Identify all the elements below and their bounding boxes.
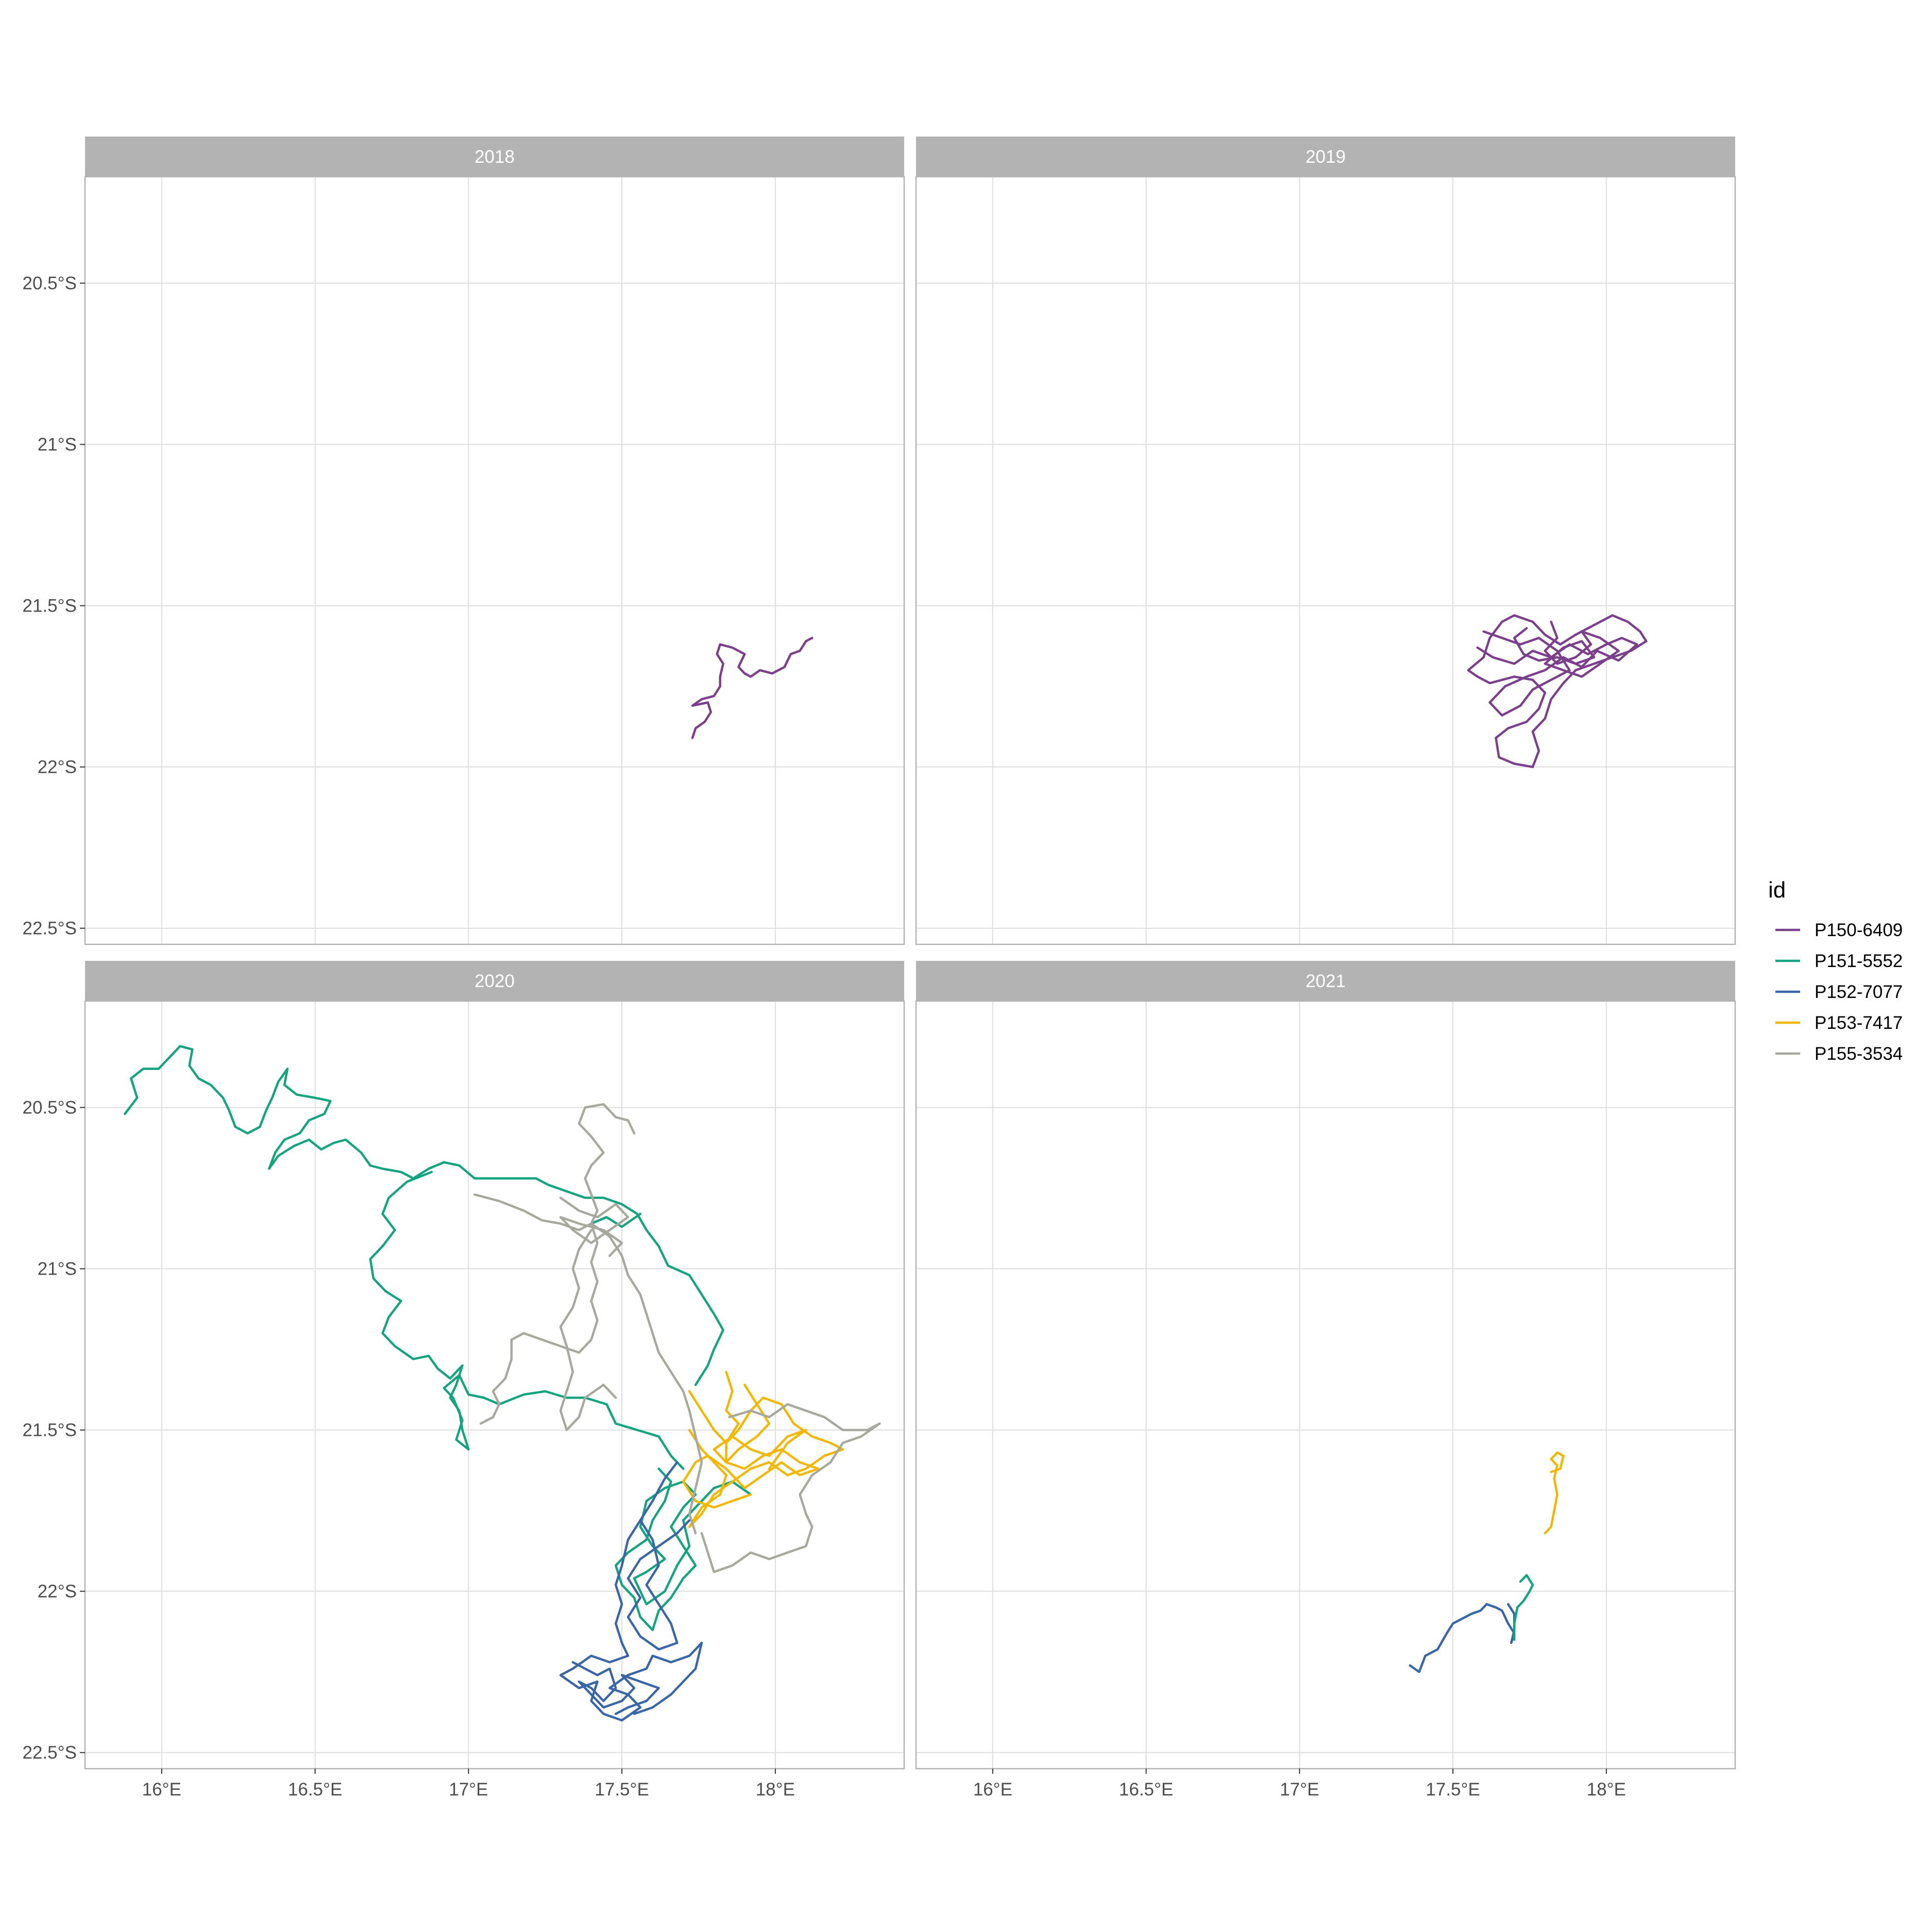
track-P155-3534	[473, 1103, 636, 1231]
x-axis-tick-label: 16.5°E	[1119, 1780, 1173, 1800]
track-P152-7077	[1409, 1603, 1516, 1673]
legend-label: P151-5552	[1815, 951, 1903, 971]
panel-background	[916, 177, 1735, 944]
legend-label: P155-3534	[1815, 1044, 1903, 1064]
x-axis-tick-label: 16°E	[973, 1780, 1012, 1800]
track-P155-3534	[559, 1196, 630, 1257]
x-axis-tick-label: 17°E	[1280, 1780, 1319, 1800]
panel-background	[916, 1001, 1735, 1769]
facet-panels: 2018 2019 2020 2021	[84, 137, 1736, 1770]
track-P151-5552	[590, 1212, 642, 1228]
legend-item-P152-7077: P152-7077	[1775, 982, 1903, 1002]
track-P151-5552	[369, 1171, 685, 1470]
y-axis-tick-label: 22°S	[38, 1582, 77, 1602]
facet-panel-2021: 2021	[915, 961, 1736, 1770]
panel-border	[915, 176, 1736, 945]
y-axis-tick-label: 21°S	[38, 435, 77, 455]
y-axis-tick-label: 22.5°S	[23, 919, 77, 939]
facet-strip-label: 2021	[1306, 971, 1346, 991]
legend-item-P155-3534: P155-3534	[1775, 1044, 1903, 1064]
legend-label: P152-7077	[1815, 982, 1903, 1002]
track-P153-7417	[682, 1370, 820, 1509]
x-axis-tick-label: 18°E	[756, 1780, 795, 1800]
facet-strip-label: 2018	[474, 147, 515, 167]
y-axis-tick-label: 20.5°S	[23, 1098, 77, 1118]
facet-strip	[916, 961, 1735, 1001]
panel-border	[84, 1000, 905, 1770]
panel-background	[85, 1001, 904, 1769]
track-P155-3534	[559, 1229, 617, 1431]
track-P155-3534	[479, 1222, 599, 1425]
legend-item-P153-7417: P153-7417	[1775, 1013, 1903, 1033]
track-P155-3534	[590, 1222, 703, 1535]
track-P153-7417	[713, 1383, 807, 1470]
facet-panel-2019: 2019	[915, 137, 1736, 945]
legend-item-P150-6409: P150-6409	[1775, 920, 1903, 940]
track-P150-6409	[1513, 620, 1620, 678]
y-axis-tick-label: 21.5°S	[23, 1420, 77, 1440]
y-axis-tick-label: 22°S	[38, 757, 77, 777]
track-P150-6409	[1467, 614, 1648, 768]
track-P151-5552	[124, 1045, 724, 1386]
y-axis-tick-label: 21°S	[38, 1259, 77, 1279]
track-P152-7077	[571, 1661, 660, 1715]
track-P150-6409	[691, 637, 814, 739]
track-P153-7417	[1544, 1451, 1565, 1535]
y-axis-tick-label: 21.5°S	[23, 596, 77, 616]
y-axis-tick-label: 20.5°S	[23, 274, 77, 294]
facet-strip	[85, 137, 904, 177]
panel-background	[85, 177, 904, 944]
track-P151-5552	[1513, 1574, 1534, 1641]
axes: 20.5°S 21°S 21.5°S 22°S 22.5°S 20.5°S 21°S 21.5…	[23, 274, 1626, 1800]
x-axis-tick-label: 16°E	[142, 1780, 181, 1800]
panel-border	[84, 176, 905, 945]
facet-strip-label: 2019	[1306, 147, 1346, 167]
facet-strip-label: 2020	[474, 971, 515, 991]
x-axis-tick-label: 17.5°E	[595, 1780, 649, 1800]
x-axis-tick-label: 16.5°E	[288, 1780, 342, 1800]
legend: id P150-6409 P151-5552 P152-7077 P153-7417 P…	[1768, 877, 1903, 1064]
legend-title: id	[1768, 877, 1786, 903]
track-P153-7417	[688, 1390, 844, 1528]
facet-strip	[85, 961, 904, 1001]
facet-panel-2018: 2018	[84, 137, 905, 945]
facet-panel-2020: 2020	[84, 961, 905, 1770]
panel-border	[915, 1000, 1736, 1770]
facet-strip	[916, 137, 1735, 177]
legend-label: P150-6409	[1815, 920, 1903, 940]
track-P152-7077	[626, 1519, 691, 1651]
y-axis-tick-label: 22.5°S	[23, 1743, 77, 1763]
track-P155-3534	[700, 1403, 881, 1573]
legend-item-P151-5552: P151-5552	[1775, 951, 1903, 971]
legend-label: P153-7417	[1815, 1013, 1903, 1033]
x-axis-tick-label: 17°E	[449, 1780, 488, 1800]
x-axis-tick-label: 18°E	[1587, 1780, 1626, 1800]
track-P151-5552	[614, 1467, 752, 1632]
x-axis-tick-label: 17.5°E	[1426, 1780, 1480, 1800]
